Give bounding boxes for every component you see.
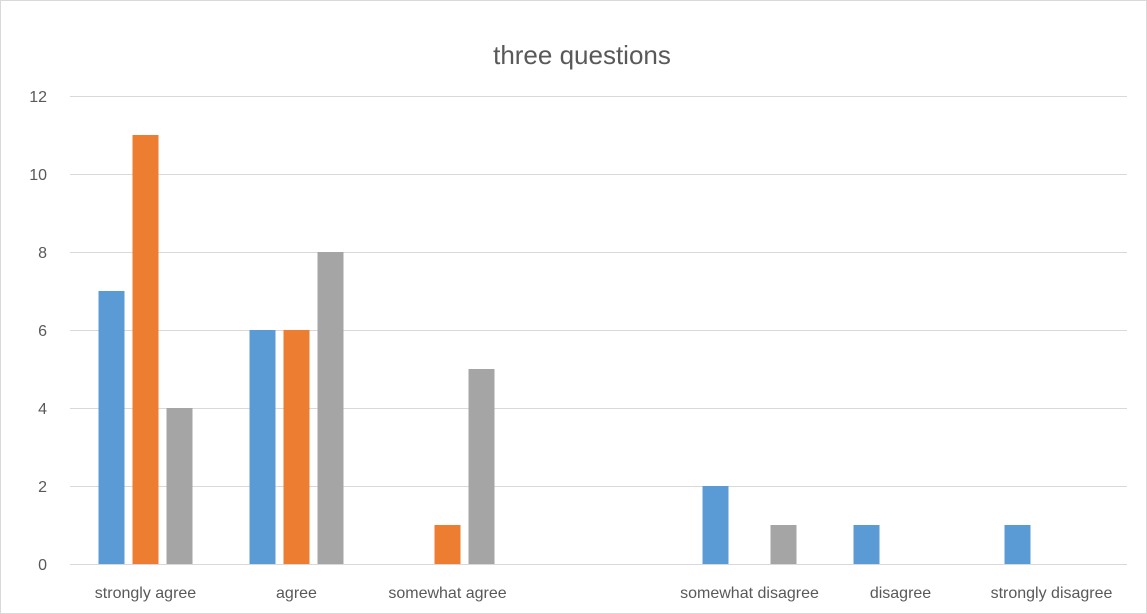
bar [1004,525,1031,564]
bar [468,369,495,564]
bar [98,291,125,564]
x-tick-label: disagree [870,585,931,602]
gridlines [70,96,1127,565]
x-tick-label: strongly disagree [991,585,1113,602]
y-tick-label: 10 [29,167,47,184]
bar [434,525,461,564]
x-tick-label: somewhat disagree [680,585,819,602]
x-tick-label: agree [276,585,317,602]
chart-title: three questions [493,40,671,70]
x-tick-label: strongly agree [95,585,196,602]
y-tick-label: 4 [38,401,47,418]
bar [317,252,344,564]
bar [283,330,310,564]
y-tick-label: 0 [38,557,47,574]
bar [132,135,159,564]
y-tick-label: 12 [29,89,47,106]
bar [770,525,797,564]
bar [702,486,729,564]
bar [853,525,880,564]
y-tick-label: 6 [38,323,47,340]
bars [98,135,1031,564]
bar [166,408,193,564]
x-tick-label: somewhat agree [388,585,506,602]
y-tick-label: 2 [38,479,47,496]
x-axis: strongly agree agree somewhat agree somewha… [95,585,1113,602]
y-axis: 0 2 4 6 8 10 12 [29,89,47,574]
y-tick-label: 8 [38,245,47,262]
bar [249,330,276,564]
